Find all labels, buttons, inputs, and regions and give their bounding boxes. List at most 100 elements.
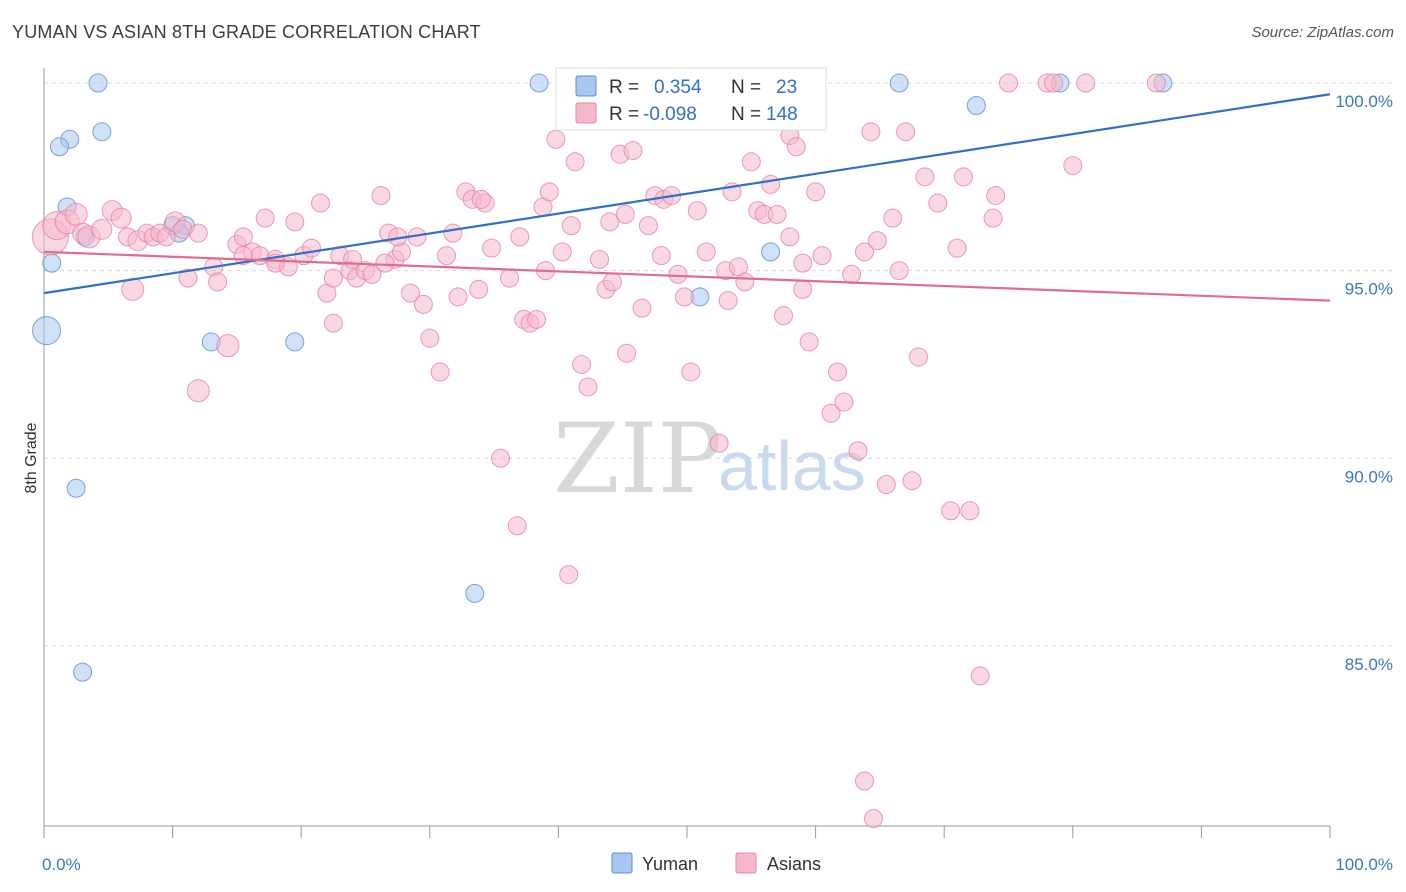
watermark-zip: ZIP xyxy=(553,403,722,515)
point-asians xyxy=(793,279,813,299)
legend-r-value-yuman: 0.354 xyxy=(654,77,702,98)
point-asians xyxy=(375,253,395,273)
legend-n-value-yuman: 23 xyxy=(776,77,797,98)
point-asians xyxy=(632,298,652,318)
point-asians xyxy=(482,238,502,258)
legend-n-label: N = xyxy=(731,77,761,98)
point-asians xyxy=(615,204,635,224)
x-tick-label-min: 0.0% xyxy=(42,855,81,874)
point-asians xyxy=(986,186,1006,206)
point-asians xyxy=(572,354,592,374)
y-axis-label: 8th Grade xyxy=(23,422,40,493)
point-asians xyxy=(188,223,208,243)
point-asians xyxy=(208,272,228,292)
y-tick-label: 95.0% xyxy=(1345,280,1393,299)
point-yuman xyxy=(73,662,93,682)
point-asians xyxy=(1044,73,1064,93)
point-asians xyxy=(741,152,761,172)
y-tick-label: 85.0% xyxy=(1345,655,1393,674)
point-asians xyxy=(983,208,1003,228)
point-asians xyxy=(861,122,881,142)
point-asians xyxy=(178,268,198,288)
point-asians xyxy=(110,207,132,229)
watermark-atlas: atlas xyxy=(718,427,866,505)
x-tick-label-max: 100.0% xyxy=(1335,855,1393,874)
point-asians xyxy=(156,227,176,247)
point-asians xyxy=(793,253,813,273)
point-asians xyxy=(448,287,468,307)
series-legend-swatch-yuman xyxy=(611,852,633,874)
legend-n-label: N = xyxy=(731,104,761,125)
point-asians xyxy=(867,231,887,251)
point-asians xyxy=(848,441,868,461)
point-asians xyxy=(854,242,874,262)
point-asians xyxy=(623,141,643,161)
point-yuman xyxy=(529,73,549,93)
point-asians xyxy=(500,268,520,288)
point-asians xyxy=(876,475,896,495)
point-asians xyxy=(681,362,701,382)
point-asians xyxy=(323,268,343,288)
point-yuman xyxy=(889,73,909,93)
point-asians xyxy=(735,272,755,292)
series-legend-label-asians: Asians xyxy=(767,854,821,874)
point-yuman xyxy=(32,316,62,346)
point-asians xyxy=(469,279,489,299)
point-asians xyxy=(960,501,980,521)
point-asians xyxy=(928,193,948,213)
point-asians xyxy=(1146,73,1166,93)
point-asians xyxy=(546,129,566,149)
point-asians xyxy=(834,392,854,412)
point-asians xyxy=(883,208,903,228)
point-asians xyxy=(902,471,922,491)
point-asians xyxy=(510,227,530,247)
point-asians xyxy=(761,174,781,194)
point-asians xyxy=(780,227,800,247)
axes xyxy=(43,68,1331,838)
point-asians xyxy=(941,501,961,521)
legend-n-value-asians: 148 xyxy=(766,104,798,125)
point-asians xyxy=(491,448,511,468)
point-asians xyxy=(443,223,463,243)
point-asians xyxy=(233,227,253,247)
point-asians xyxy=(638,216,658,236)
point-asians xyxy=(507,516,527,536)
point-asians xyxy=(999,73,1018,93)
point-asians xyxy=(821,403,841,423)
point-yuman xyxy=(966,96,986,116)
data-points xyxy=(31,73,1173,828)
grid-lines xyxy=(44,82,1392,647)
stats-legend: R = 0.354 N = 23 R = -0.098 N = 148 xyxy=(555,67,827,131)
point-asians xyxy=(413,294,433,314)
y-tick-label: 100.0% xyxy=(1335,92,1393,111)
point-asians xyxy=(827,362,847,382)
series-legend-label-yuman: Yuman xyxy=(642,854,698,874)
point-yuman xyxy=(92,122,112,142)
series-legend-swatch-asians xyxy=(735,852,757,874)
point-asians xyxy=(915,167,935,187)
point-asians xyxy=(310,193,330,213)
point-asians xyxy=(343,249,363,269)
point-yuman xyxy=(49,137,69,157)
legend-r-label: R = xyxy=(609,77,639,98)
point-asians xyxy=(539,182,559,202)
watermark: ZIP atlas xyxy=(553,403,866,515)
point-asians xyxy=(651,246,671,266)
point-asians xyxy=(552,242,572,262)
point-asians xyxy=(863,808,883,828)
point-asians xyxy=(602,272,622,292)
legend-swatch-asians xyxy=(575,102,597,124)
point-asians xyxy=(590,249,610,269)
point-asians xyxy=(91,218,113,240)
trend-line-asians xyxy=(43,250,1331,302)
point-yuman xyxy=(761,242,781,262)
legend-r-label: R = xyxy=(609,104,639,125)
point-asians xyxy=(842,264,862,284)
point-yuman xyxy=(465,583,485,603)
point-asians xyxy=(559,565,579,585)
point-asians xyxy=(668,264,688,284)
point-asians xyxy=(437,246,457,266)
legend-box xyxy=(555,67,827,131)
point-asians xyxy=(812,246,832,266)
